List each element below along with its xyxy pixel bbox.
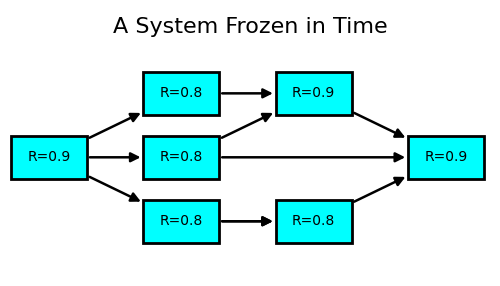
FancyBboxPatch shape xyxy=(276,72,351,115)
FancyBboxPatch shape xyxy=(408,136,484,179)
Text: R=0.9: R=0.9 xyxy=(292,86,336,100)
FancyBboxPatch shape xyxy=(144,72,220,115)
FancyBboxPatch shape xyxy=(276,200,351,243)
FancyBboxPatch shape xyxy=(11,136,87,179)
FancyBboxPatch shape xyxy=(144,200,220,243)
Text: R=0.9: R=0.9 xyxy=(424,150,468,164)
Text: R=0.8: R=0.8 xyxy=(160,150,203,164)
Text: R=0.8: R=0.8 xyxy=(160,214,203,228)
FancyBboxPatch shape xyxy=(144,136,220,179)
Text: R=0.8: R=0.8 xyxy=(160,86,203,100)
Text: A System Frozen in Time: A System Frozen in Time xyxy=(112,17,388,37)
Text: R=0.8: R=0.8 xyxy=(292,214,336,228)
Text: R=0.9: R=0.9 xyxy=(28,150,70,164)
